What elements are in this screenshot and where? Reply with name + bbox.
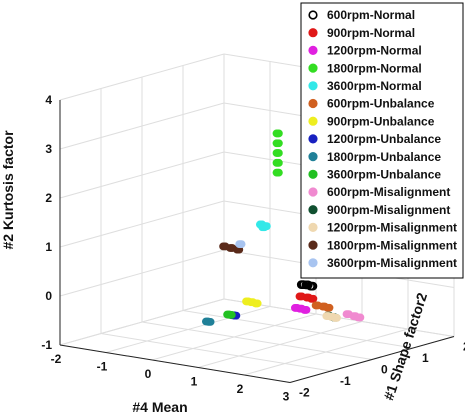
z-tick-label: 2 xyxy=(45,191,52,205)
data-point xyxy=(333,313,341,322)
y-tick-label: -2 xyxy=(299,386,310,400)
legend-entry-label: 1800rpm-Misalignment xyxy=(327,238,457,252)
grid-line xyxy=(182,310,414,349)
z-tick-label: 0 xyxy=(45,289,52,303)
data-point xyxy=(302,306,311,314)
legend-entry-label: 1200rpm-Misalignment xyxy=(327,221,457,235)
legend-entry-label: 900rpm-Unbalance xyxy=(327,114,435,128)
grid-line xyxy=(141,321,373,360)
y-axis-line xyxy=(289,336,455,383)
data-point xyxy=(253,299,262,308)
legend-marker xyxy=(308,222,318,232)
legend-entry-label: 900rpm-Misalignment xyxy=(327,203,450,217)
data-points xyxy=(201,129,365,326)
data-point xyxy=(274,129,283,138)
axis-lines xyxy=(59,100,455,383)
grid-line xyxy=(59,298,225,346)
legend-entry-label: 600rpm-Misalignment xyxy=(327,185,450,199)
y-tick-label: 0 xyxy=(381,363,388,377)
data-point xyxy=(237,240,246,249)
legend-marker xyxy=(308,10,318,20)
legend-entry-label: 3600rpm-Misalignment xyxy=(327,256,457,270)
data-point xyxy=(274,168,283,177)
grid-line xyxy=(59,249,225,297)
legend-marker xyxy=(308,28,318,38)
grid-line xyxy=(59,53,225,101)
legend-entry-label: 3600rpm-Unbalance xyxy=(327,168,441,182)
legend-marker xyxy=(308,81,318,91)
legend-entry-label: 900rpm-Normal xyxy=(327,26,415,40)
z-tick-label: 4 xyxy=(45,93,52,107)
legend-marker xyxy=(308,187,318,197)
legend-marker xyxy=(308,45,318,56)
legend-marker xyxy=(308,116,318,126)
legend: 600rpm-Normal 900rpm-Normal 1200rpm-Normal… xyxy=(300,2,464,279)
z-tick-label: 3 xyxy=(45,142,52,156)
y-tick-label: 1 xyxy=(422,351,429,365)
x-tick-label: 3 xyxy=(283,390,290,404)
z-tick-label: -1 xyxy=(41,338,52,352)
grid-line xyxy=(59,151,225,199)
z-tick-label: 1 xyxy=(45,240,52,254)
legend-entry-label: 1800rpm-Normal xyxy=(327,61,422,75)
data-point xyxy=(262,222,271,231)
legend-entry-label: 3600rpm-Normal xyxy=(327,79,422,93)
legend-marker xyxy=(308,240,318,250)
y-axis-label: #1 Shape factor2 xyxy=(380,291,430,403)
legend-entry-label: 1200rpm-Normal xyxy=(327,44,422,58)
data-point xyxy=(309,294,318,303)
data-point xyxy=(274,149,283,157)
x-tick-label: 2 xyxy=(237,382,244,396)
legend-box xyxy=(300,2,464,279)
data-point xyxy=(325,303,334,312)
data-point xyxy=(356,313,365,322)
data-point xyxy=(308,281,318,291)
legend-entry-label: 1800rpm-Unbalance xyxy=(327,150,441,164)
data-point xyxy=(274,139,283,148)
legend-marker xyxy=(308,152,318,162)
grid-line xyxy=(100,333,332,372)
x-tick-label: -1 xyxy=(97,360,108,374)
legend-marker xyxy=(308,169,318,179)
x-tick-label: -2 xyxy=(51,352,62,366)
legend-marker xyxy=(308,63,318,73)
z-axis-label: #2 Kurtosis factor xyxy=(0,130,16,250)
grid-line xyxy=(59,102,225,150)
legend-marker xyxy=(308,205,318,215)
legend-marker xyxy=(308,134,318,144)
x-axis-line xyxy=(59,344,291,383)
legend-marker xyxy=(308,258,318,268)
grid-line xyxy=(59,200,225,248)
legend-entry-label: 600rpm-Normal xyxy=(327,8,415,22)
y-tick-label: -1 xyxy=(340,374,351,388)
data-point xyxy=(206,317,215,326)
x-tick-label: 1 xyxy=(191,375,198,389)
data-point xyxy=(227,310,236,319)
legend-entry-label: 1200rpm-Unbalance xyxy=(327,132,441,146)
legend-marker xyxy=(308,98,318,109)
y-tick-label: 2 xyxy=(463,340,465,354)
data-point xyxy=(274,158,283,167)
x-tick-label: 0 xyxy=(145,367,152,381)
legend-entry-label: 600rpm-Unbalance xyxy=(327,97,435,111)
x-axis-label: #4 Mean xyxy=(132,399,187,415)
